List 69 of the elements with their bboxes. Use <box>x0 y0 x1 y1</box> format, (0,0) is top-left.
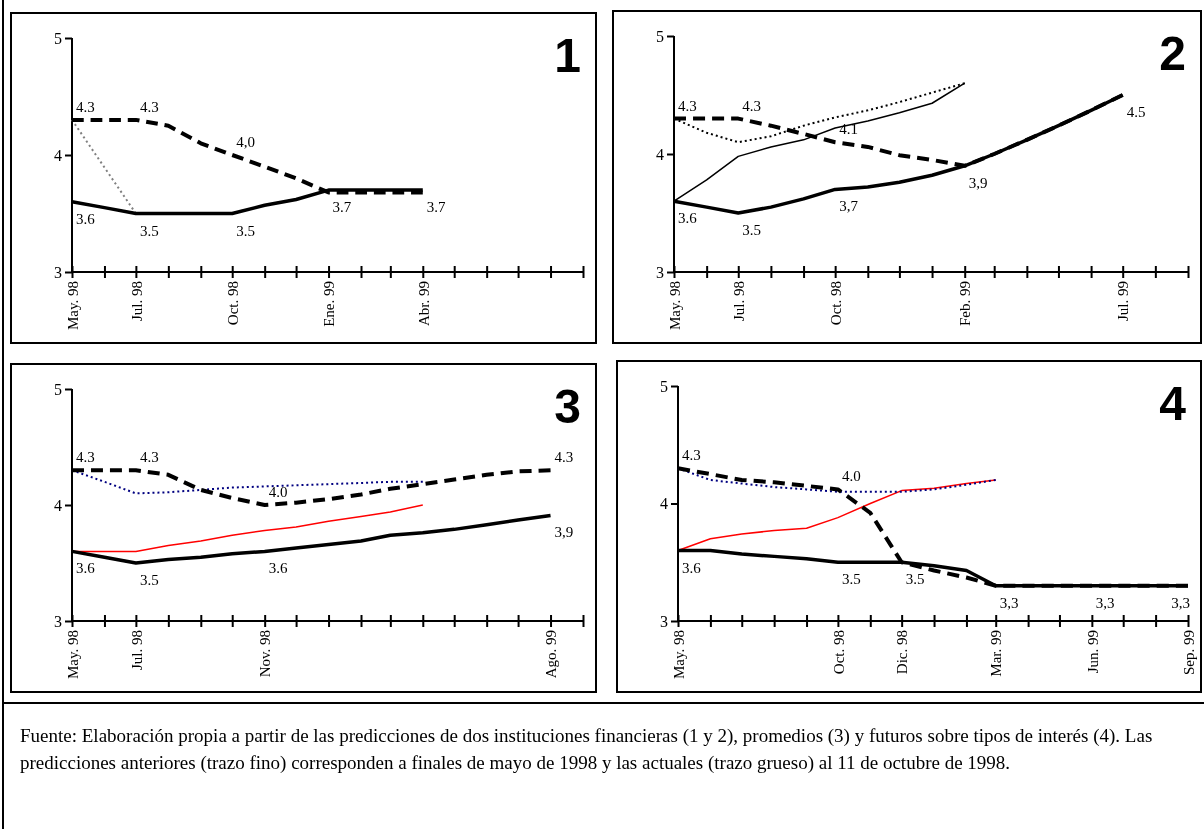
annotation: 4.3 <box>139 449 159 466</box>
annotation: 3.7 <box>332 199 352 216</box>
annotation: 4.0 <box>268 484 288 500</box>
x-tick-label: Dic. 98 <box>894 630 911 675</box>
x-tick-label: Jul. 99 <box>1115 281 1132 322</box>
annotation: 3.5 <box>905 571 925 588</box>
y-tick-label: 3 <box>660 612 668 630</box>
x-tick-label: Jul. 98 <box>128 281 145 322</box>
y-tick-label: 3 <box>54 612 62 630</box>
x-tick-label: May. 98 <box>64 281 81 331</box>
annotation: 3.6 <box>678 210 698 227</box>
y-tick-label: 5 <box>660 377 668 395</box>
x-tick-label: May. 98 <box>64 630 81 680</box>
x-tick-label: Sep. 99 <box>1180 630 1197 675</box>
x-tick-label: Oct. 98 <box>224 281 241 326</box>
annotation: 4,0 <box>236 134 255 150</box>
annotation: 3,9 <box>554 524 574 541</box>
annotation: 3,3 <box>1171 594 1190 611</box>
annotation: 3.5 <box>139 572 159 588</box>
x-tick-label: Oct. 98 <box>830 630 847 675</box>
y-tick-label: 4 <box>54 496 62 514</box>
annotation: 3.6 <box>76 560 96 577</box>
x-tick-label: May. 98 <box>670 630 687 680</box>
x-tick-label: Abr. 99 <box>415 281 432 326</box>
annotation: 4.3 <box>742 97 761 114</box>
annotation: 3.6 <box>76 210 96 227</box>
y-tick-label: 5 <box>54 29 62 47</box>
annotation: 4.3 <box>76 98 95 115</box>
annotation: 4.3 <box>76 449 95 466</box>
annotation: 4.3 <box>682 447 701 464</box>
annotation: 3.6 <box>268 560 288 577</box>
annotation: 4.3 <box>139 98 159 115</box>
annotation: 3.5 <box>139 222 159 239</box>
x-tick-label: Jul. 98 <box>731 281 747 322</box>
chart-title: 1 <box>554 29 581 82</box>
x-tick-label: May. 98 <box>666 281 683 331</box>
annotation: 3.5 <box>236 222 255 239</box>
annotation: 4.1 <box>839 121 858 138</box>
annotation: 3.7 <box>426 199 447 216</box>
y-tick-label: 3 <box>54 263 62 281</box>
annotation: 3.5 <box>742 222 761 238</box>
chart-title: 2 <box>1159 27 1186 80</box>
x-tick-label: Ago. 99 <box>543 630 560 679</box>
y-tick-label: 5 <box>54 380 62 398</box>
x-tick-label: Mar. 99 <box>988 630 1005 677</box>
y-tick-label: 5 <box>656 27 664 45</box>
x-tick-label: Jun. 99 <box>1084 630 1101 674</box>
annotation: 3.6 <box>682 559 702 576</box>
annotation: 4.0 <box>841 468 861 485</box>
x-tick-label: Ene. 99 <box>321 281 338 327</box>
annotation: 3,9 <box>968 174 988 191</box>
annotation: 3.5 <box>841 571 861 588</box>
chart-title: 4 <box>1159 377 1187 430</box>
x-tick-label: Feb. 99 <box>957 281 974 326</box>
y-tick-label: 3 <box>656 263 664 281</box>
annotation: 3,3 <box>999 594 1019 611</box>
y-tick-label: 4 <box>656 145 664 163</box>
y-tick-label: 4 <box>660 495 668 513</box>
chart-title: 3 <box>554 380 581 433</box>
annotation: 4.3 <box>554 449 574 466</box>
x-tick-label: Jul. 98 <box>128 630 145 671</box>
y-tick-label: 4 <box>54 146 62 164</box>
source-note: Fuente: Elaboración propia a partir de las predicciones de dos instituciones financieras (1 y 2), promedios (3) y futuros sobre tipos de interés (4). Las predicciones anteriores (trazo fino) corresponden a finales de mayo de 1998 y las actuales (trazo grueso) al 11 de octubre de 1998. <box>20 724 1154 775</box>
x-tick-label: Oct. 98 <box>827 281 844 326</box>
annotation: 4.5 <box>1126 104 1146 120</box>
annotation: 4.3 <box>678 97 697 114</box>
annotation: 3,3 <box>1095 594 1115 611</box>
annotation: 3,7 <box>839 198 859 215</box>
x-tick-label: Nov. 98 <box>257 630 274 678</box>
